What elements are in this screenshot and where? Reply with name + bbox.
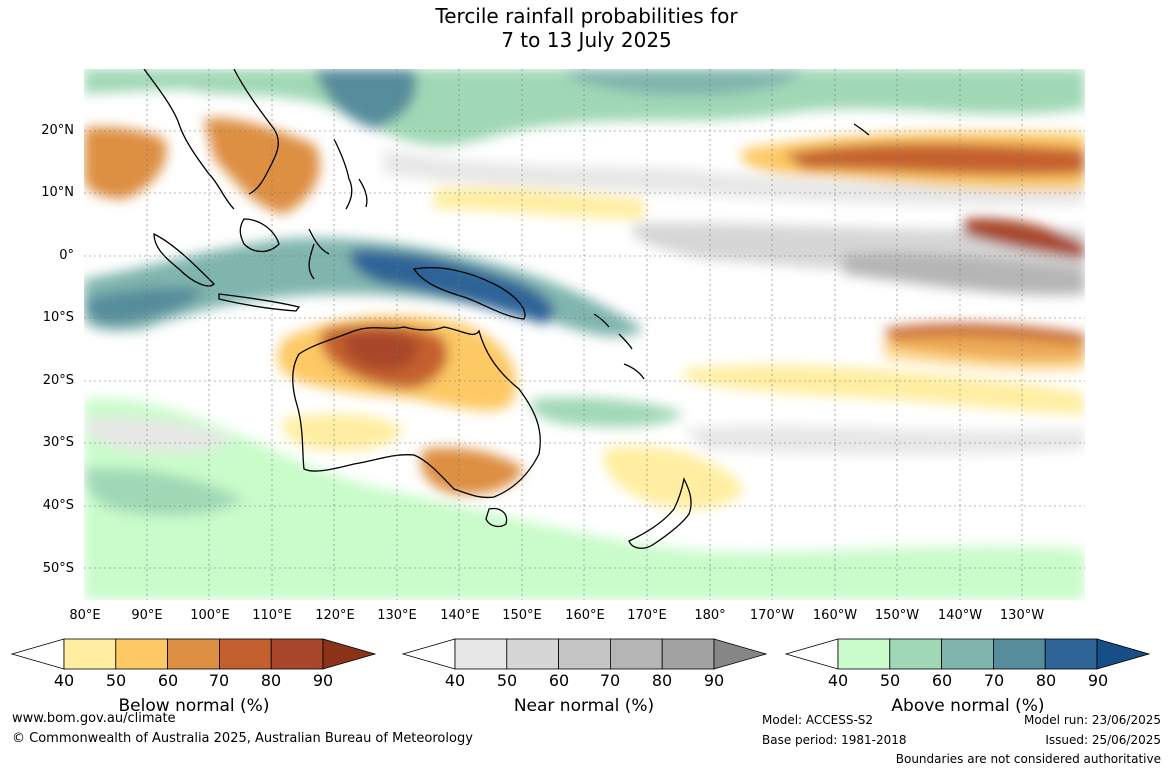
near-tick: 80 [651, 671, 673, 690]
near-tick: 90 [703, 671, 725, 690]
near-tick: 50 [496, 671, 518, 690]
colorbar-segment [218, 638, 272, 670]
sulawesi-coastline [308, 228, 330, 280]
above-tick: 70 [983, 671, 1005, 690]
colorbar-segment [993, 638, 1046, 670]
map-title: Tercile rainfall probabilities for 7 to … [0, 4, 1173, 52]
rainfall-probability-map [84, 69, 1085, 600]
colorbar-segment [610, 638, 663, 670]
lon-label-140e: 140°E [440, 608, 480, 623]
lon-label-170w: 170°W [749, 608, 795, 623]
lat-label-20s: 20°S [42, 373, 74, 388]
colorbar-near-normal [401, 638, 768, 670]
australia-coastline [292, 326, 541, 499]
lon-label-170e: 170°E [627, 608, 667, 623]
near-tick: 40 [444, 671, 466, 690]
colorbar-above-normal [784, 638, 1151, 670]
colorbar-segment [506, 638, 559, 670]
colorbar-segment [889, 638, 942, 670]
below-tick: 50 [105, 671, 127, 690]
colorbar-high-arrow [1096, 638, 1151, 670]
map-svg [84, 69, 1085, 600]
colorbar-segment [661, 638, 715, 670]
colorbar-low-arrow [401, 638, 456, 670]
model-run-label: Model run: 23/06/2025 [1023, 713, 1161, 727]
below-normal-title: Below normal (%) [118, 696, 270, 716]
colorbar-segment [558, 638, 611, 670]
colorbar-segment [167, 638, 220, 670]
lon-label-180: 180° [694, 608, 726, 623]
lon-label-100e: 100°E [190, 608, 230, 623]
lon-label-160w: 160°W [812, 608, 858, 623]
lat-label-20n: 20°N [41, 123, 74, 138]
colorbar-low-arrow [10, 638, 65, 670]
lat-label-10s: 10°S [42, 310, 74, 325]
graticule [84, 69, 1085, 600]
lon-label-80e: 80°E [69, 608, 101, 623]
tasmania-coastline [485, 507, 508, 528]
colorbar-below-normal [10, 638, 377, 670]
colorbar-segment [941, 638, 994, 670]
lon-label-160e: 160°E [565, 608, 605, 623]
near-tick: 60 [548, 671, 570, 690]
title-line-2: 7 to 13 July 2025 [501, 28, 672, 52]
colorbar-segment [1044, 638, 1098, 670]
above-normal-title: Above normal (%) [891, 696, 1045, 716]
lat-label-50s: 50°S [42, 561, 74, 576]
lon-label-90e: 90°E [131, 608, 163, 623]
above-tick: 80 [1035, 671, 1057, 690]
coastlines [143, 69, 870, 549]
colorbar-low-arrow [784, 638, 839, 670]
colorbar-segment [837, 638, 891, 670]
lat-label-10n: 10°N [41, 185, 74, 200]
colorbar-high-arrow [713, 638, 768, 670]
philippines-coastline [333, 138, 368, 210]
above-tick: 60 [931, 671, 953, 690]
java-coastline [218, 293, 301, 312]
above-tick: 50 [879, 671, 901, 690]
new-zealand-coastline [628, 477, 692, 549]
colorbars-svg [10, 638, 1151, 670]
colorbar-segment [454, 638, 508, 670]
above-tick: 40 [827, 671, 849, 690]
lon-label-140w: 140°W [937, 608, 983, 623]
sumatra-coastline [153, 232, 215, 287]
lon-label-130e: 130°E [377, 608, 417, 623]
colorbar-segment [63, 638, 117, 670]
below-tick: 90 [312, 671, 334, 690]
lat-label-0: 0° [59, 248, 74, 263]
title-line-1: Tercile rainfall probabilities for [435, 4, 738, 28]
issued-label: Issued: 25/06/2025 [1045, 733, 1161, 747]
borneo-coastline [239, 218, 280, 253]
lat-label-30s: 30°S [42, 435, 74, 450]
near-normal-title: Near normal (%) [513, 696, 655, 716]
above-tick: 90 [1087, 671, 1109, 690]
lon-label-130w: 130°W [999, 608, 1045, 623]
below-tick: 70 [208, 671, 230, 690]
colorbar-segment [115, 638, 169, 670]
lon-label-150e: 150°E [502, 608, 542, 623]
below-tick: 80 [260, 671, 282, 690]
hawaii-coastline [853, 123, 870, 136]
copyright-text: © Commonwealth of Australia 2025, Austra… [12, 731, 473, 746]
lat-label-40s: 40°S [42, 498, 74, 513]
boundaries-note: Boundaries are not considered authoritat… [895, 752, 1161, 766]
colorbar-segment [270, 638, 324, 670]
below-tick: 60 [157, 671, 179, 690]
lon-label-110e: 110°E [252, 608, 292, 623]
colorbar-high-arrow [322, 638, 377, 670]
lon-label-120e: 120°E [315, 608, 355, 623]
model-label: Model: ACCESS-S2 [762, 713, 874, 727]
pacific-islands-coastline [593, 313, 645, 380]
base-period-label: Base period: 1981-2018 [762, 733, 907, 747]
new-guinea-coastline [412, 267, 526, 320]
se-asia-coastline [143, 69, 279, 210]
bom-url[interactable]: www.bom.gov.au/climate [12, 711, 176, 726]
near-tick: 70 [599, 671, 621, 690]
below-tick: 40 [53, 671, 75, 690]
lon-label-150w: 150°W [874, 608, 920, 623]
